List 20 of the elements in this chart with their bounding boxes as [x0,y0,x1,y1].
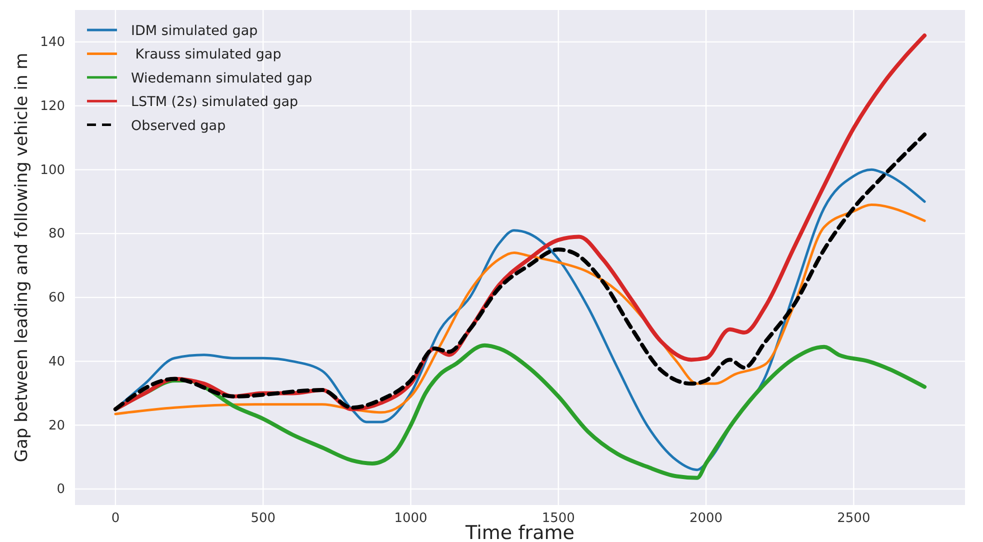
x-tick-label: 2000 [689,511,723,526]
y-tick-label: 60 [48,290,65,306]
legend-label: Wiedemann simulated gap [131,70,312,86]
legend-label: Krauss simulated gap [131,46,282,63]
y-tick-label: 80 [48,226,65,242]
x-tick-label: 2500 [837,511,870,526]
y-axis-title: Gap between leading and following vehicle in m [12,52,32,462]
x-tick-label: 0 [111,511,120,526]
legend-label: LSTM (2s) simulated gap [131,94,298,110]
y-tick-label: 40 [48,354,65,370]
legend-label: IDM simulated gap [131,23,258,39]
y-tick-label: 140 [40,35,65,50]
y-tick-label: 20 [48,418,65,434]
y-tick-label: 100 [40,162,65,178]
line-series [113,132,927,412]
legend-label: Observed gap [131,118,226,134]
y-tick-label: 0 [56,482,65,498]
y-tick-label: 120 [40,98,65,114]
x-tick-label: 500 [250,511,276,526]
x-tick-label: 1000 [394,511,428,526]
